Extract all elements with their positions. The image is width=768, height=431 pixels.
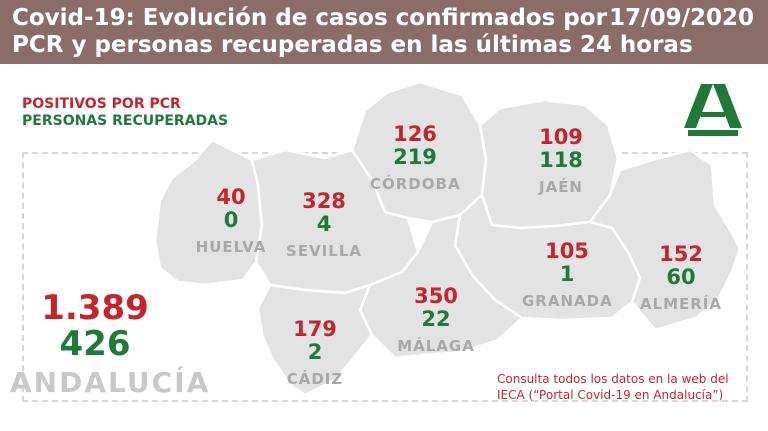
legend: POSITIVOS POR PCR PERSONAS RECUPERADAS bbox=[22, 96, 228, 130]
map-almeria bbox=[588, 148, 742, 332]
positives-value: 105 bbox=[545, 239, 589, 263]
recovered-value: 1 bbox=[559, 262, 575, 286]
province-sevilla: 328 4 SEVILLA bbox=[279, 189, 369, 261]
header-bar: Covid-19: Evolución de casos confirmados… bbox=[0, 0, 768, 64]
recovered-value: 4 bbox=[316, 212, 332, 236]
total-recovered: 426 bbox=[59, 324, 131, 364]
province-malaga: 350 22 MÁLAGA bbox=[391, 284, 481, 356]
source-note-line1: Consulta todos los datos en la web del bbox=[497, 372, 729, 386]
positives-value: 126 bbox=[393, 122, 437, 146]
source-note-line2: IECA (“Portal Covid-19 en Andalucía”) bbox=[497, 388, 724, 402]
recovered-value: 60 bbox=[666, 265, 696, 289]
page-title-line1: Covid-19: Evolución de casos confirmados… bbox=[12, 5, 607, 31]
positives-value: 328 bbox=[302, 189, 346, 213]
recovered-value: 2 bbox=[307, 340, 323, 364]
province-cordoba: 126 219 CÓRDOBA bbox=[370, 122, 461, 194]
province-name: GRANADA bbox=[522, 292, 613, 310]
legend-positives: POSITIVOS POR PCR bbox=[22, 96, 181, 112]
page-title-line2: PCR y personas recuperadas en las última… bbox=[12, 32, 693, 58]
positives-value: 350 bbox=[414, 284, 458, 308]
province-cadiz: 179 2 CÁDIZ bbox=[270, 317, 360, 389]
province-name: HUELVA bbox=[195, 238, 267, 256]
source-note: Consulta todos los datos en la web del I… bbox=[497, 371, 729, 403]
province-name: CÁDIZ bbox=[286, 370, 344, 388]
positives-value: 152 bbox=[659, 242, 703, 266]
total-positives: 1.389 bbox=[41, 288, 149, 328]
report-date: 17/09/2020 bbox=[609, 5, 754, 31]
map-cadiz bbox=[256, 283, 374, 397]
recovered-value: 219 bbox=[393, 145, 437, 169]
positives-value: 179 bbox=[293, 317, 337, 341]
recovered-value: 0 bbox=[223, 208, 239, 232]
province-huelva: 40 0 HUELVA bbox=[186, 185, 276, 257]
province-name: CÓRDOBA bbox=[370, 175, 461, 193]
positives-value: 40 bbox=[216, 185, 246, 209]
recovered-value: 118 bbox=[539, 148, 583, 172]
province-name: MÁLAGA bbox=[397, 337, 475, 355]
region-name: ANDALUCÍA bbox=[10, 366, 211, 399]
legend-recovered: PERSONAS RECUPERADAS bbox=[22, 113, 229, 129]
junta-andalucia-logo-icon bbox=[684, 84, 742, 136]
recovered-value: 22 bbox=[421, 307, 451, 331]
province-almeria: 152 60 ALMERÍA bbox=[636, 242, 726, 314]
province-name: ALMERÍA bbox=[639, 295, 723, 313]
province-granada: 105 1 GRANADA bbox=[522, 239, 613, 311]
province-name: SEVILLA bbox=[286, 242, 362, 260]
positives-value: 109 bbox=[539, 125, 583, 149]
map-malaga bbox=[358, 213, 524, 360]
province-jaen: 109 118 JAÉN bbox=[516, 125, 606, 197]
province-name: JAÉN bbox=[539, 178, 583, 196]
